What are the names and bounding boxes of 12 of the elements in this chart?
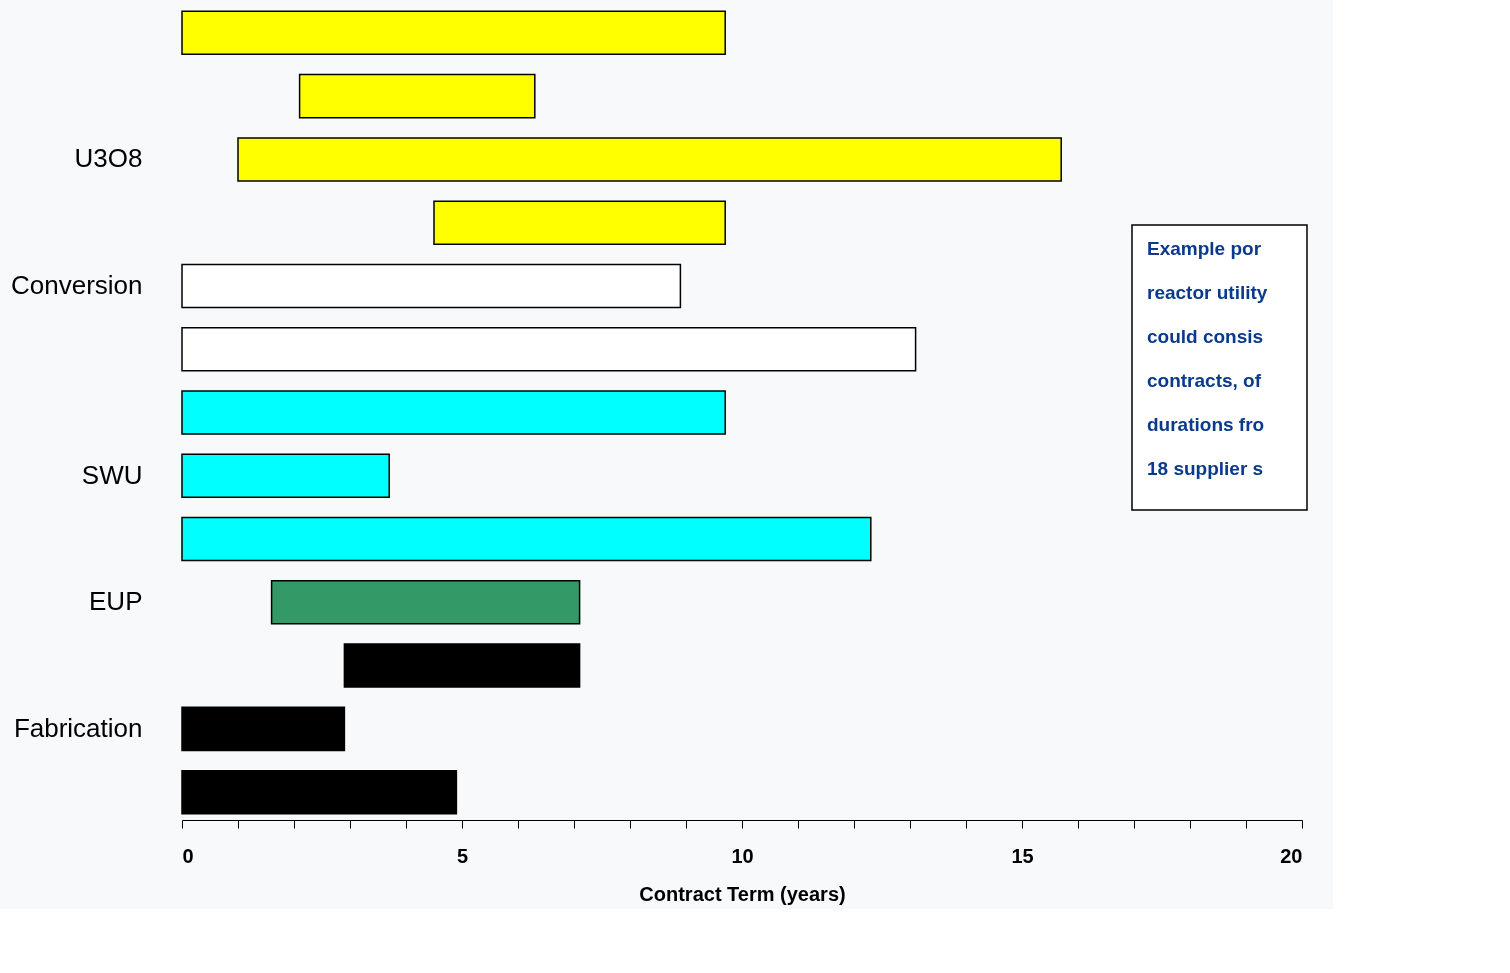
y-tick-label: SWU (81, 459, 143, 490)
y-tick-label: U3O8 (74, 143, 143, 174)
y-tick-label: Fabrication (13, 712, 143, 743)
x-tick-label: 15 (1011, 844, 1034, 867)
text: Example por reactor utility could consis contracts, of durations fro 18 supplier s (1147, 238, 1268, 479)
x-tick-label: 10 (731, 844, 754, 867)
y-tick-label: EUP (89, 586, 143, 617)
x-tick-label: 0 (182, 844, 194, 867)
x-tick-label: 20 (1280, 844, 1303, 867)
x-tick-label: 5 (456, 844, 469, 867)
y-tick-label: Conversion (10, 269, 143, 300)
x-axis-title: Contract Term (years) (639, 882, 846, 905)
